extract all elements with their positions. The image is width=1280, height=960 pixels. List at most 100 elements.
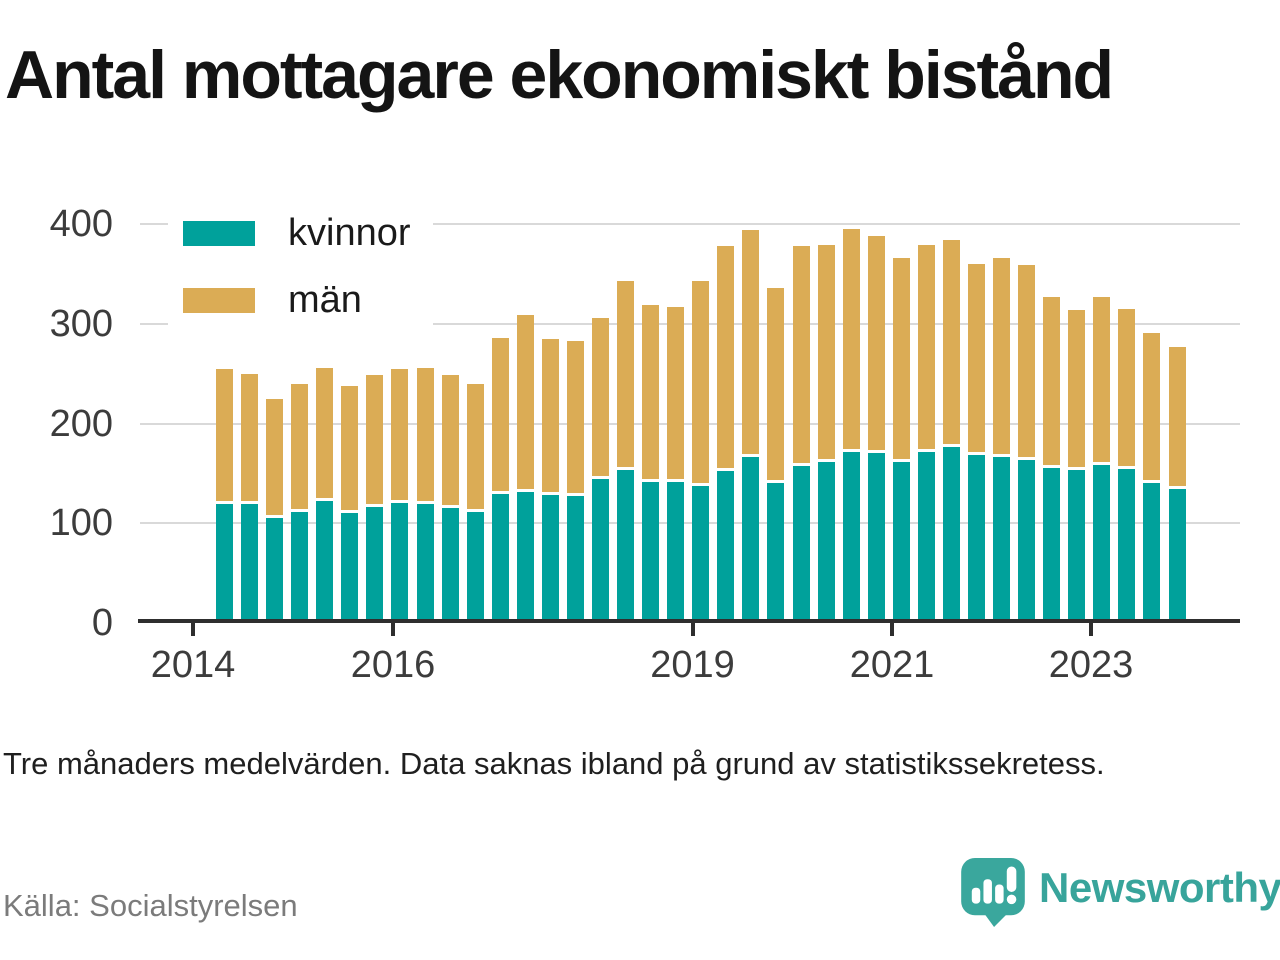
- gridline: [140, 223, 1240, 225]
- bar-segment-man: [1068, 309, 1086, 468]
- bar-segment-man: [1043, 296, 1061, 466]
- bar-segment-kvinnor: [1043, 468, 1061, 623]
- bar-segment-man: [291, 383, 309, 510]
- bar-segment-man: [391, 368, 409, 501]
- bar-segment-kvinnor: [491, 494, 509, 623]
- legend-item-kvinnor: kvinnor: [168, 204, 433, 262]
- bar-segment-man: [592, 317, 609, 477]
- bar-segment-kvinnor: [642, 482, 660, 623]
- bar-segment-kvinnor: [968, 455, 985, 623]
- y-axis-label: 200: [49, 402, 113, 445]
- bar-segment-man: [1118, 308, 1136, 467]
- chart-title: Antal mottagare ekonomiskt bistånd: [5, 37, 1114, 113]
- bar-segment-kvinnor: [842, 452, 860, 623]
- footnote: Tre månaders medelvärden. Data saknas ib…: [3, 746, 1105, 781]
- legend-item-man: män: [168, 271, 433, 329]
- bar-segment-kvinnor: [266, 518, 284, 623]
- x-axis-label: 2014: [150, 644, 236, 686]
- bar-segment-man: [516, 314, 534, 490]
- bar-segment-kvinnor: [316, 501, 334, 623]
- y-axis-label: 100: [49, 502, 113, 545]
- bar-segment-man: [216, 368, 233, 502]
- bar-segment-man: [266, 398, 284, 516]
- x-axis-line: [138, 619, 1240, 623]
- x-axis-tick: [890, 623, 894, 636]
- bar-segment-kvinnor: [592, 479, 609, 623]
- newsworthy-logo: Newsworthy: [961, 858, 1280, 928]
- bar-segment-kvinnor: [692, 486, 710, 623]
- bar-segment-kvinnor: [391, 503, 409, 623]
- bar-segment-man: [1018, 264, 1036, 458]
- bar-segment-man: [1168, 346, 1186, 487]
- x-axis-tick: [1089, 623, 1093, 636]
- y-axis-label: 300: [49, 302, 113, 345]
- bar-segment-man: [316, 367, 334, 499]
- bar-segment-man: [792, 245, 810, 464]
- x-axis-label: 2023: [1048, 644, 1134, 686]
- bar-segment-kvinnor: [441, 508, 459, 623]
- legend-swatch-man: [183, 287, 255, 313]
- x-axis-tick: [690, 623, 695, 636]
- bar-segment-kvinnor: [617, 470, 635, 623]
- bar-segment-man: [742, 229, 760, 455]
- bar-segment-man: [341, 385, 359, 511]
- legend-label-kvinnor: kvinnor: [288, 212, 411, 254]
- bar-segment-man: [867, 235, 885, 451]
- x-axis-tick: [191, 623, 195, 636]
- bar-segment-kvinnor: [1068, 470, 1086, 623]
- bar-segment-man: [466, 383, 484, 510]
- bar-segment-kvinnor: [1118, 469, 1136, 623]
- bar-segment-man: [692, 280, 710, 484]
- bar-segment-man: [817, 244, 835, 460]
- bar-segment-man: [1143, 332, 1161, 481]
- bar-segment-kvinnor: [867, 453, 885, 623]
- x-axis-label: 2021: [849, 644, 935, 686]
- bar-segment-man: [566, 340, 584, 494]
- bar-segment-man: [241, 373, 259, 502]
- bar-segment-man: [968, 263, 985, 453]
- bar-segment-kvinnor: [1093, 465, 1111, 623]
- source-label: Källa: Socialstyrelsen: [3, 888, 298, 923]
- y-axis-label: 400: [49, 203, 113, 245]
- newsworthy-logo-icon: [961, 858, 1025, 927]
- bar-segment-kvinnor: [917, 452, 935, 623]
- bar-segment-man: [1093, 296, 1111, 463]
- legend: kvinnor män: [168, 204, 433, 329]
- bar-segment-kvinnor: [817, 462, 835, 623]
- x-axis-label: 2016: [350, 644, 436, 686]
- gridline: [140, 322, 1240, 325]
- legend-swatch-kvinnor: [183, 220, 255, 246]
- bar-segment-kvinnor: [566, 496, 584, 623]
- bar-segment-kvinnor: [942, 447, 960, 623]
- gridline: [140, 522, 1240, 525]
- bar-segment-kvinnor: [466, 512, 484, 623]
- bar-segment-man: [892, 257, 910, 460]
- newsworthy-logo-text: Newsworthy: [1039, 864, 1280, 911]
- bar-segment-kvinnor: [541, 495, 559, 623]
- bar-segment-man: [617, 280, 635, 468]
- y-axis-label: 0: [91, 602, 113, 644]
- gridline: [140, 422, 1240, 425]
- bar-segment-man: [441, 374, 459, 506]
- x-axis-label: 2019: [650, 644, 735, 686]
- bar-segment-kvinnor: [416, 504, 434, 623]
- bar-segment-man: [717, 245, 735, 469]
- bar-segment-kvinnor: [341, 513, 359, 623]
- bar-segment-kvinnor: [516, 492, 534, 623]
- bar-segment-kvinnor: [1143, 483, 1161, 623]
- bar-segment-kvinnor: [993, 457, 1011, 623]
- bar-segment-kvinnor: [792, 466, 810, 623]
- bar-segment-man: [842, 228, 860, 450]
- bar-segment-kvinnor: [717, 471, 735, 623]
- bar-segment-kvinnor: [216, 504, 233, 623]
- bar-segment-kvinnor: [1168, 489, 1186, 623]
- legend-label-man: män: [288, 279, 362, 321]
- x-axis-tick: [391, 623, 395, 636]
- bar-segment-man: [667, 306, 685, 480]
- bar-segment-kvinnor: [366, 507, 384, 623]
- bar-segment-kvinnor: [767, 483, 785, 623]
- bar-segment-man: [767, 287, 785, 481]
- bar-segment-kvinnor: [892, 462, 910, 623]
